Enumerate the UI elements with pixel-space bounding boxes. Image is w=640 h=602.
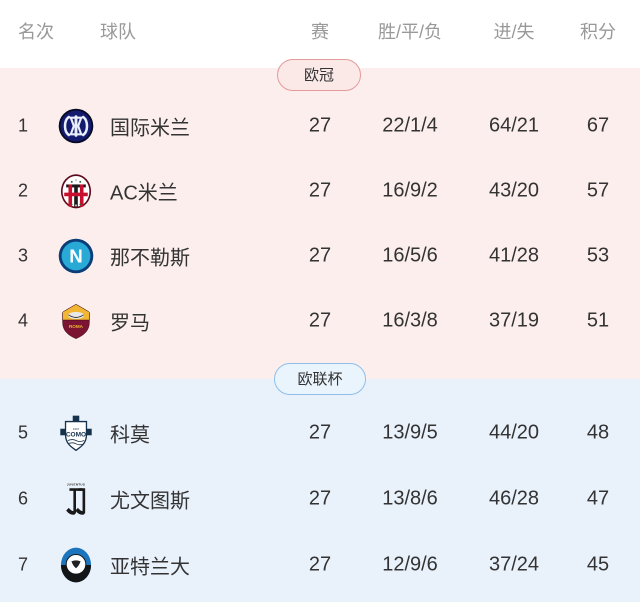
svg-text:COMO: COMO xyxy=(66,431,86,438)
svg-text:ROMA: ROMA xyxy=(69,323,84,328)
svg-text:N: N xyxy=(69,245,83,266)
svg-text:1907: 1907 xyxy=(73,427,80,431)
svg-text:JUVENTUS: JUVENTUS xyxy=(67,482,85,486)
